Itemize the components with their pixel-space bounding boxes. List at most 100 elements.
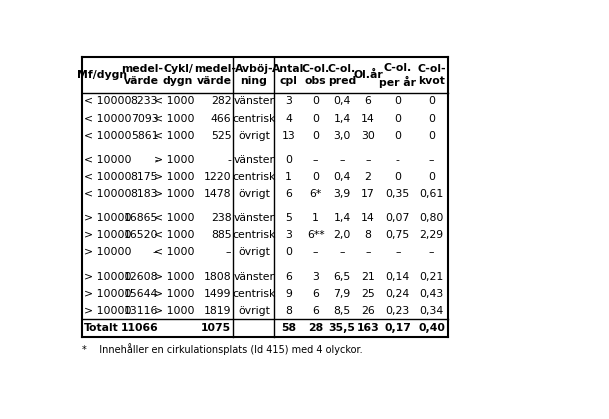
Text: Avböj-
ning: Avböj- ning (234, 64, 273, 86)
Text: < 10000: < 10000 (83, 96, 131, 106)
Text: centrisk: centrisk (232, 289, 275, 299)
Text: 26: 26 (361, 306, 375, 316)
Text: 2,0: 2,0 (333, 230, 351, 241)
Text: > 1000: > 1000 (153, 289, 194, 299)
Text: 3: 3 (312, 272, 319, 282)
Text: -: - (154, 155, 158, 165)
Text: centrisk: centrisk (232, 230, 275, 241)
Text: 0,07: 0,07 (385, 213, 410, 223)
Text: > 1000: > 1000 (153, 189, 194, 199)
Text: -: - (396, 155, 400, 165)
Text: 3: 3 (285, 230, 292, 241)
Text: 6: 6 (285, 272, 292, 282)
Text: 0: 0 (428, 172, 435, 182)
Text: Cykl/
dygn: Cykl/ dygn (163, 64, 193, 86)
Text: 0,43: 0,43 (420, 289, 443, 299)
Text: < 1000: < 1000 (153, 131, 194, 141)
Text: 58: 58 (281, 323, 296, 333)
Text: 1,4: 1,4 (334, 213, 351, 223)
Text: –: – (153, 247, 158, 257)
Text: < 10000: < 10000 (83, 131, 131, 141)
Text: C-ol.
obs: C-ol. obs (301, 64, 330, 86)
Text: < 1000: < 1000 (153, 96, 194, 106)
Text: 3,9: 3,9 (334, 189, 351, 199)
Text: vänster: vänster (233, 272, 274, 282)
Text: > 10000: > 10000 (83, 289, 131, 299)
Text: 1819: 1819 (204, 306, 231, 316)
Text: 17: 17 (361, 189, 375, 199)
Text: medel-
värde: medel- värde (194, 64, 236, 86)
Text: 11066: 11066 (121, 323, 158, 333)
Text: *    Innehåller en cirkulationsplats (ld 415) med 4 olyckor.: * Innehåller en cirkulationsplats (ld 41… (82, 343, 362, 355)
Text: > 10000: > 10000 (83, 247, 131, 257)
Text: 8: 8 (285, 306, 292, 316)
Text: > 1000: > 1000 (153, 172, 194, 182)
Text: < 10000: < 10000 (83, 189, 131, 199)
Text: 1808: 1808 (204, 272, 231, 282)
Text: 25: 25 (361, 289, 375, 299)
Text: 14: 14 (361, 114, 375, 124)
Text: –: – (339, 247, 345, 257)
Text: 525: 525 (211, 131, 231, 141)
Text: 8175: 8175 (131, 172, 158, 182)
Text: –: – (313, 155, 319, 165)
Text: –: – (226, 247, 231, 257)
Text: > 10000: > 10000 (83, 272, 131, 282)
Text: centrisk: centrisk (232, 172, 275, 182)
Text: Ol.år: Ol.år (353, 70, 383, 80)
Text: 0,4: 0,4 (333, 172, 351, 182)
Text: 2: 2 (365, 172, 371, 182)
Text: –: – (429, 247, 434, 257)
Text: C-ol-
kvot: C-ol- kvot (417, 64, 446, 86)
Text: Antal
cpl: Antal cpl (272, 64, 304, 86)
Text: < 1000: < 1000 (153, 213, 194, 223)
Text: vänster: vänster (233, 213, 274, 223)
Text: 0,75: 0,75 (385, 230, 410, 241)
Text: 0,34: 0,34 (420, 306, 443, 316)
Text: 6: 6 (312, 289, 319, 299)
Text: 7,9: 7,9 (334, 289, 351, 299)
Text: 1: 1 (312, 213, 319, 223)
Text: –: – (313, 247, 319, 257)
Text: > 1000: > 1000 (153, 155, 194, 165)
Text: 0,80: 0,80 (420, 213, 444, 223)
Text: 0: 0 (394, 131, 401, 141)
Text: –: – (365, 155, 371, 165)
Text: 6,5: 6,5 (334, 272, 351, 282)
Text: 0: 0 (312, 114, 319, 124)
Text: > 1000: > 1000 (153, 306, 194, 316)
Text: 0,21: 0,21 (420, 272, 443, 282)
Text: centrisk: centrisk (232, 114, 275, 124)
Text: 0: 0 (428, 96, 435, 106)
Text: 0: 0 (428, 131, 435, 141)
Text: 6**: 6** (307, 230, 325, 241)
Text: 5861: 5861 (131, 131, 158, 141)
Text: 35,5: 35,5 (329, 323, 356, 333)
Text: 13116: 13116 (124, 306, 158, 316)
Text: –: – (429, 155, 434, 165)
Text: 0,61: 0,61 (420, 189, 443, 199)
Text: 0,40: 0,40 (418, 323, 445, 333)
Text: < 10000: < 10000 (83, 172, 131, 182)
Text: 15644: 15644 (124, 289, 158, 299)
Text: C-ol.
pred: C-ol. pred (328, 64, 356, 86)
Text: 0,17: 0,17 (384, 323, 411, 333)
Text: 0,4: 0,4 (333, 96, 351, 106)
Text: > 10000: > 10000 (83, 306, 131, 316)
Text: 12608: 12608 (124, 272, 158, 282)
Text: > 10000: > 10000 (83, 230, 131, 241)
Text: 0: 0 (285, 247, 292, 257)
Text: 8: 8 (365, 230, 371, 241)
Text: 0: 0 (312, 96, 319, 106)
Text: –: – (365, 247, 371, 257)
Text: vänster: vänster (233, 96, 274, 106)
Text: –: – (339, 155, 345, 165)
Text: 9: 9 (285, 289, 292, 299)
Text: 8233: 8233 (131, 96, 158, 106)
Text: -: - (228, 155, 231, 165)
Text: 14: 14 (361, 213, 375, 223)
Text: > 10000: > 10000 (83, 213, 131, 223)
Text: 1220: 1220 (204, 172, 231, 182)
Text: 6*: 6* (309, 189, 322, 199)
Text: < 10000: < 10000 (83, 114, 131, 124)
